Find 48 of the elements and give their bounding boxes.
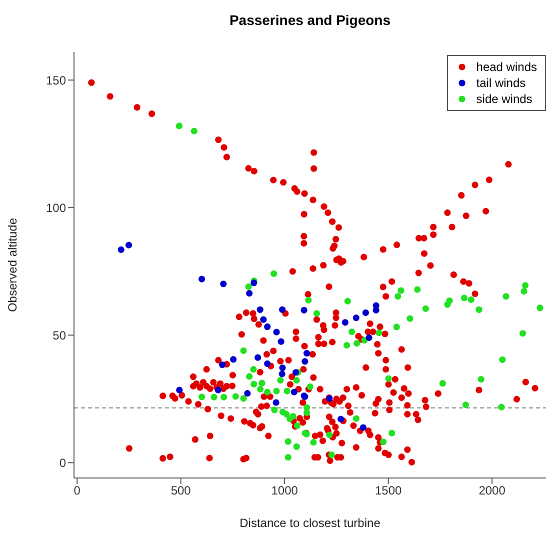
point <box>338 416 344 422</box>
y-tick-label: 0 <box>59 456 66 470</box>
point <box>372 306 380 314</box>
point <box>366 334 372 341</box>
point <box>214 386 222 394</box>
x-axis-title: Distance to closest turbine <box>240 516 381 530</box>
point <box>342 319 348 326</box>
point <box>118 246 124 253</box>
point <box>279 364 286 372</box>
point <box>352 314 360 322</box>
legend-label: side winds <box>476 91 532 107</box>
x-tick-label: 0 <box>74 484 81 498</box>
point <box>256 306 264 313</box>
point <box>230 356 237 363</box>
point <box>292 369 300 376</box>
x-tick-label: 1000 <box>271 484 298 498</box>
point <box>220 280 227 288</box>
x-tick-label: 2000 <box>478 484 506 498</box>
point <box>244 390 251 397</box>
point <box>273 328 280 336</box>
point <box>246 290 253 297</box>
point <box>279 306 286 313</box>
y-tick-label: 100 <box>46 200 66 215</box>
point <box>264 360 271 368</box>
point <box>278 338 284 345</box>
point <box>254 354 262 361</box>
legend-label: head winds <box>476 59 537 75</box>
x-tick-label: 1500 <box>374 484 402 498</box>
point <box>278 370 286 378</box>
y-tick-label: 50 <box>52 328 66 342</box>
point <box>176 386 183 394</box>
point <box>362 309 370 316</box>
chart-title: Passerines and Pigeons <box>228 12 392 28</box>
point <box>198 276 206 282</box>
point <box>219 361 226 368</box>
point <box>290 388 298 396</box>
point <box>125 242 132 248</box>
point <box>302 358 308 365</box>
y-axis-title: Observed altitude <box>5 218 20 312</box>
point <box>264 323 271 330</box>
x-tick-label: 500 <box>170 484 192 498</box>
point <box>272 399 280 406</box>
y-tick-label: 150 <box>46 73 66 88</box>
point <box>300 306 308 314</box>
point <box>303 350 310 357</box>
point <box>260 316 267 323</box>
point <box>360 424 367 431</box>
legend-label: tail winds <box>476 75 526 91</box>
